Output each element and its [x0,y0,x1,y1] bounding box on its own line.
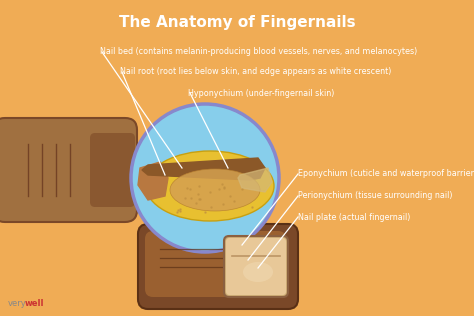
Text: Nail plate (actual fingernail): Nail plate (actual fingernail) [298,212,410,222]
FancyBboxPatch shape [138,224,298,309]
FancyBboxPatch shape [0,118,137,222]
FancyBboxPatch shape [90,133,135,207]
Text: Nail root (root lies below skin, and edge appears as white crescent): Nail root (root lies below skin, and edg… [120,68,392,76]
Text: well: well [25,299,45,308]
Polygon shape [142,158,265,180]
Polygon shape [138,162,168,200]
Ellipse shape [243,262,273,282]
Ellipse shape [170,169,260,211]
Text: Hyponychium (under-fingernail skin): Hyponychium (under-fingernail skin) [188,88,334,98]
Ellipse shape [131,104,279,252]
Ellipse shape [146,151,274,221]
Text: Perionychium (tissue surrounding nail): Perionychium (tissue surrounding nail) [298,191,453,200]
Text: very: very [8,299,27,308]
Polygon shape [238,168,272,192]
FancyBboxPatch shape [145,231,286,297]
Text: Eponychium (cuticle and waterproof barrier): Eponychium (cuticle and waterproof barri… [298,169,474,179]
Text: The Anatomy of Fingernails: The Anatomy of Fingernails [118,15,356,29]
Text: Nail bed (contains melanin-producing blood vessels, nerves, and melanocytes): Nail bed (contains melanin-producing blo… [100,47,417,57]
FancyBboxPatch shape [225,237,287,296]
